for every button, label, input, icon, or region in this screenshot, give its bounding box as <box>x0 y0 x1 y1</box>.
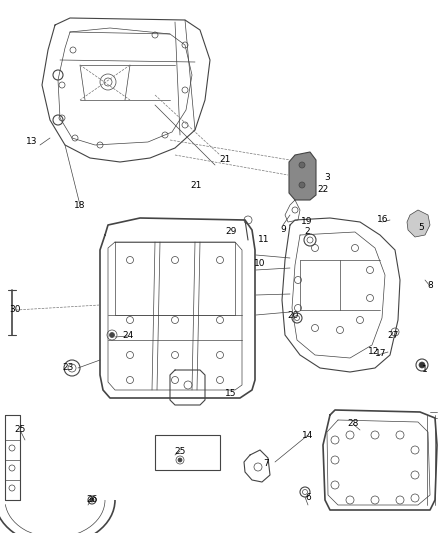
Text: 19: 19 <box>301 217 313 227</box>
Text: 8: 8 <box>427 281 433 290</box>
Text: 15: 15 <box>225 389 237 398</box>
Circle shape <box>178 458 182 462</box>
Text: 22: 22 <box>318 185 328 195</box>
Polygon shape <box>407 210 430 237</box>
Text: 7: 7 <box>263 459 269 469</box>
Circle shape <box>110 333 114 337</box>
Text: 18: 18 <box>74 200 86 209</box>
Text: 26: 26 <box>86 496 98 505</box>
Text: 21: 21 <box>219 156 231 165</box>
Polygon shape <box>289 152 316 200</box>
Text: 14: 14 <box>302 431 314 440</box>
Text: 28: 28 <box>347 419 359 429</box>
Text: 25: 25 <box>174 447 186 456</box>
Text: 3: 3 <box>324 174 330 182</box>
Text: 24: 24 <box>122 332 134 341</box>
Text: 30: 30 <box>9 305 21 314</box>
Circle shape <box>299 162 305 168</box>
Text: 9: 9 <box>280 225 286 235</box>
Circle shape <box>90 498 94 502</box>
Text: 11: 11 <box>258 236 270 245</box>
Text: 16: 16 <box>377 215 389 224</box>
Text: 20: 20 <box>287 311 299 319</box>
Text: 1: 1 <box>422 366 428 375</box>
Text: 21: 21 <box>191 181 201 190</box>
Text: 12: 12 <box>368 348 380 357</box>
Text: 10: 10 <box>254 260 266 269</box>
Bar <box>155 435 220 470</box>
Text: 23: 23 <box>62 364 74 373</box>
Text: 6: 6 <box>305 492 311 502</box>
Text: 5: 5 <box>418 223 424 232</box>
Circle shape <box>299 182 305 188</box>
Text: 25: 25 <box>14 425 26 434</box>
Text: 29: 29 <box>225 228 237 237</box>
Circle shape <box>419 362 425 368</box>
Text: 17: 17 <box>375 349 387 358</box>
Text: 13: 13 <box>26 138 38 147</box>
Text: 2: 2 <box>304 228 310 237</box>
Text: 27: 27 <box>387 332 399 341</box>
